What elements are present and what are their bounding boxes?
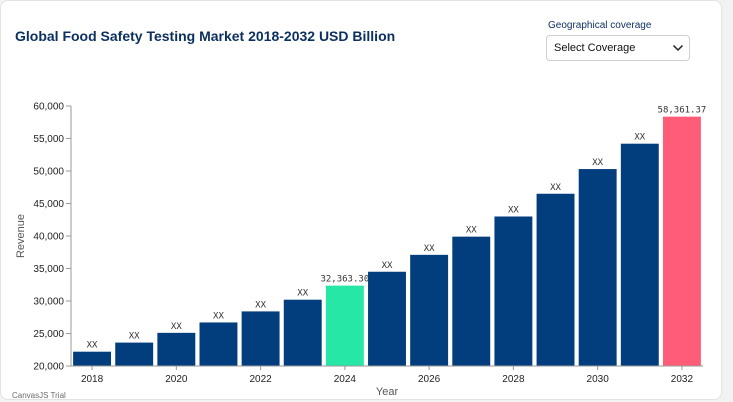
bar-2029 xyxy=(536,193,575,366)
bar-2020 xyxy=(157,332,196,366)
x-tick-label: 2022 xyxy=(249,374,272,385)
chart-title: Global Food Safety Testing Market 2018-2… xyxy=(15,28,396,44)
y-tick-label: 25,000 xyxy=(33,329,64,340)
x-tick-label: 2028 xyxy=(502,374,525,385)
bar-2019 xyxy=(115,342,154,366)
bar-2028 xyxy=(494,216,533,366)
x-tick-label: 2032 xyxy=(671,374,694,385)
data-label-2022: XX xyxy=(255,300,266,310)
data-label-2024: 32,363.30 xyxy=(320,275,369,285)
bar-2018 xyxy=(73,351,112,366)
coverage-select[interactable]: Select Coverage xyxy=(546,35,690,61)
y-tick-label: 60,000 xyxy=(33,102,64,113)
bar-2025 xyxy=(368,271,406,366)
canvasjs-watermark: CanvasJS Trial xyxy=(12,391,66,400)
coverage-select-value: Select Coverage xyxy=(554,42,636,54)
data-label-2019: XX xyxy=(129,332,140,342)
bar-2022 xyxy=(241,311,280,366)
data-label-2030: XX xyxy=(592,158,603,168)
data-label-2020: XX xyxy=(171,322,182,332)
chevron-down-icon xyxy=(667,35,689,61)
data-label-2026: XX xyxy=(424,244,435,254)
bar-2027 xyxy=(452,236,491,366)
bar-2032 xyxy=(662,116,701,366)
data-label-2028: XX xyxy=(508,206,519,216)
x-tick-label: 2026 xyxy=(418,374,441,385)
data-label-2031: XX xyxy=(634,133,645,143)
bar-2031 xyxy=(620,143,659,366)
bar-2030 xyxy=(578,169,617,366)
y-tick-label: 45,000 xyxy=(33,199,64,210)
y-axis-title: Revenue xyxy=(15,214,27,258)
x-tick-label: 2020 xyxy=(165,374,188,385)
y-tick-label: 35,000 xyxy=(33,264,64,275)
data-label-2025: XX xyxy=(382,261,393,271)
data-label-2018: XX xyxy=(87,341,98,351)
y-tick-label: 40,000 xyxy=(33,232,64,243)
bar-2023 xyxy=(283,299,322,366)
x-tick-label: 2018 xyxy=(81,374,104,385)
y-tick-label: 55,000 xyxy=(33,134,64,145)
data-label-2029: XX xyxy=(550,183,561,193)
y-tick-label: 20,000 xyxy=(33,362,64,373)
geographical-coverage-label: Geographical coverage xyxy=(548,20,652,31)
data-label-2023: XX xyxy=(297,289,308,299)
y-tick-label: 30,000 xyxy=(33,297,64,308)
data-label-2021: XX xyxy=(213,311,224,321)
y-tick-label: 50,000 xyxy=(33,167,64,178)
x-axis-title: Year xyxy=(376,386,399,398)
bar-2024 xyxy=(325,285,364,366)
x-tick-label: 2030 xyxy=(587,374,610,385)
data-label-2027: XX xyxy=(466,226,477,236)
x-tick-label: 2024 xyxy=(334,374,357,385)
bar-2021 xyxy=(199,322,238,366)
data-label-2032: 58,361.37 xyxy=(658,106,707,116)
bar-2026 xyxy=(410,254,449,366)
